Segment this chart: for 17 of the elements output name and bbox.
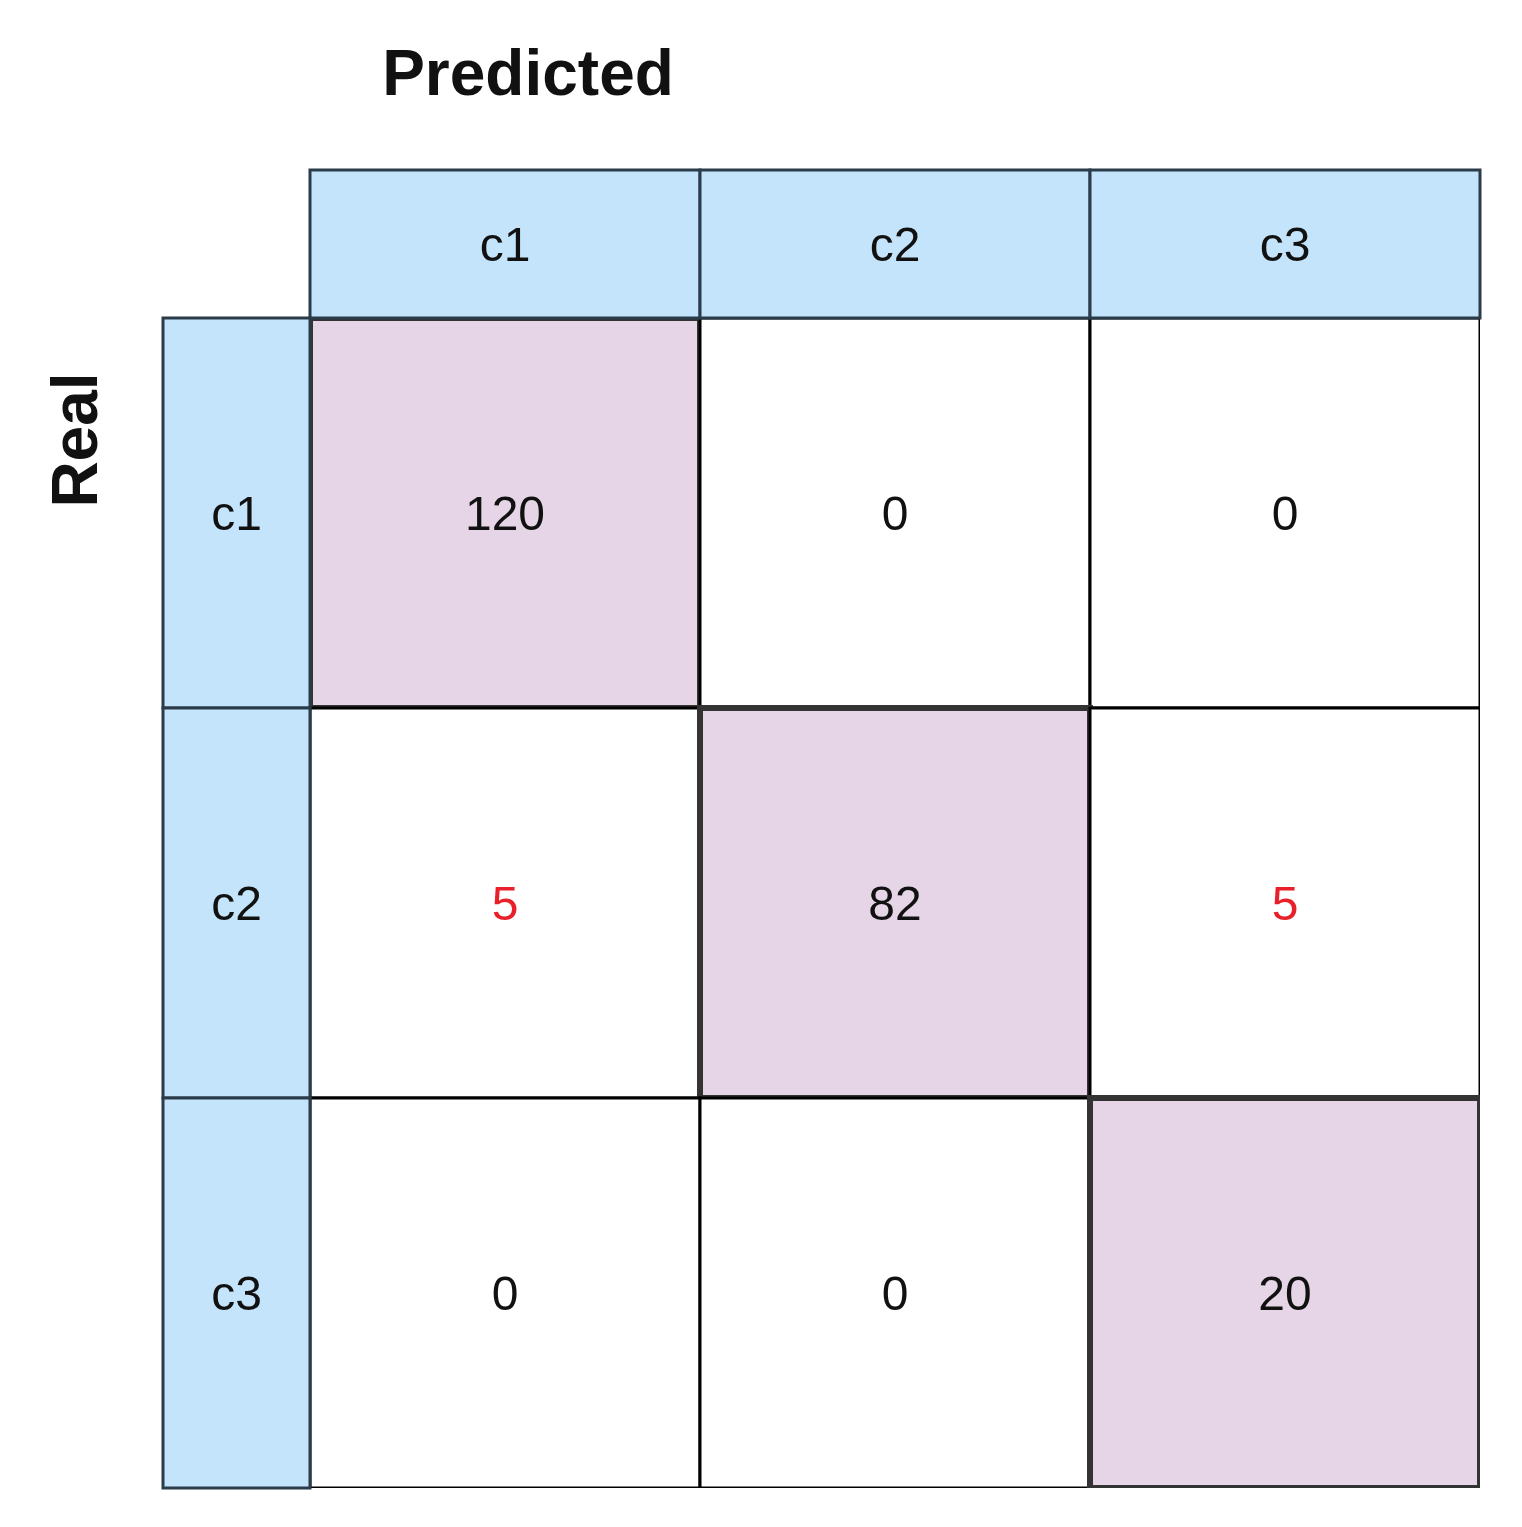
y-tick-label: c1 <box>211 486 262 540</box>
data-label: 5 <box>491 876 519 930</box>
data-label: 0 <box>881 486 909 540</box>
x-tick-label: c2 <box>869 217 921 271</box>
data-label: 20 <box>1258 1266 1312 1320</box>
data-label: 5 <box>1271 876 1299 930</box>
y-tick-label: c3 <box>211 1266 262 1320</box>
x-tick-label: c1 <box>479 217 531 271</box>
x-tick-label: c3 <box>1259 217 1311 271</box>
data-label: 82 <box>868 876 922 930</box>
data-label: 0 <box>491 1266 519 1320</box>
x-axis-title: Predicted <box>381 36 675 110</box>
data-label: 0 <box>881 1266 909 1320</box>
data-label: 120 <box>464 486 546 540</box>
y-axis-title: Real <box>38 371 112 510</box>
y-tick-label: c2 <box>211 876 262 930</box>
data-label: 0 <box>1271 486 1299 540</box>
